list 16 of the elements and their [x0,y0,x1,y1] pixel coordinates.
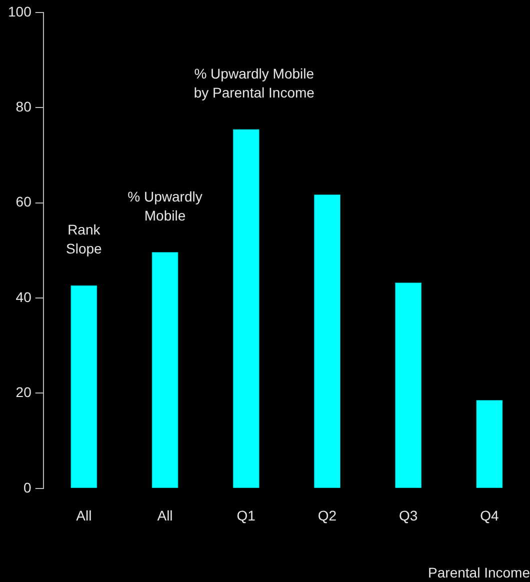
x-tick-label: Q4 [480,508,499,524]
x-tick-label: All [157,508,173,524]
annotation: % Upwardly Mobile by Parental Income [194,65,315,100]
y-tick-label: 40 [16,288,32,305]
y-tick-label: 20 [16,384,32,400]
x-tick-label: Q2 [318,508,337,524]
y-tick-label: 60 [16,194,32,210]
y-tick-label: 100 [8,3,32,20]
annotation: % Upwardly Mobile [128,188,202,224]
x-tick-label: Q1 [236,508,256,524]
x-tick-label: Q3 [398,508,418,524]
y-tick-label: 80 [16,98,32,114]
y-tick-label: 0 [24,479,32,496]
x-tick-label: All [76,508,92,524]
x-axis-title: Parental Income [428,564,530,580]
annotation: Rank Slope [66,222,102,257]
